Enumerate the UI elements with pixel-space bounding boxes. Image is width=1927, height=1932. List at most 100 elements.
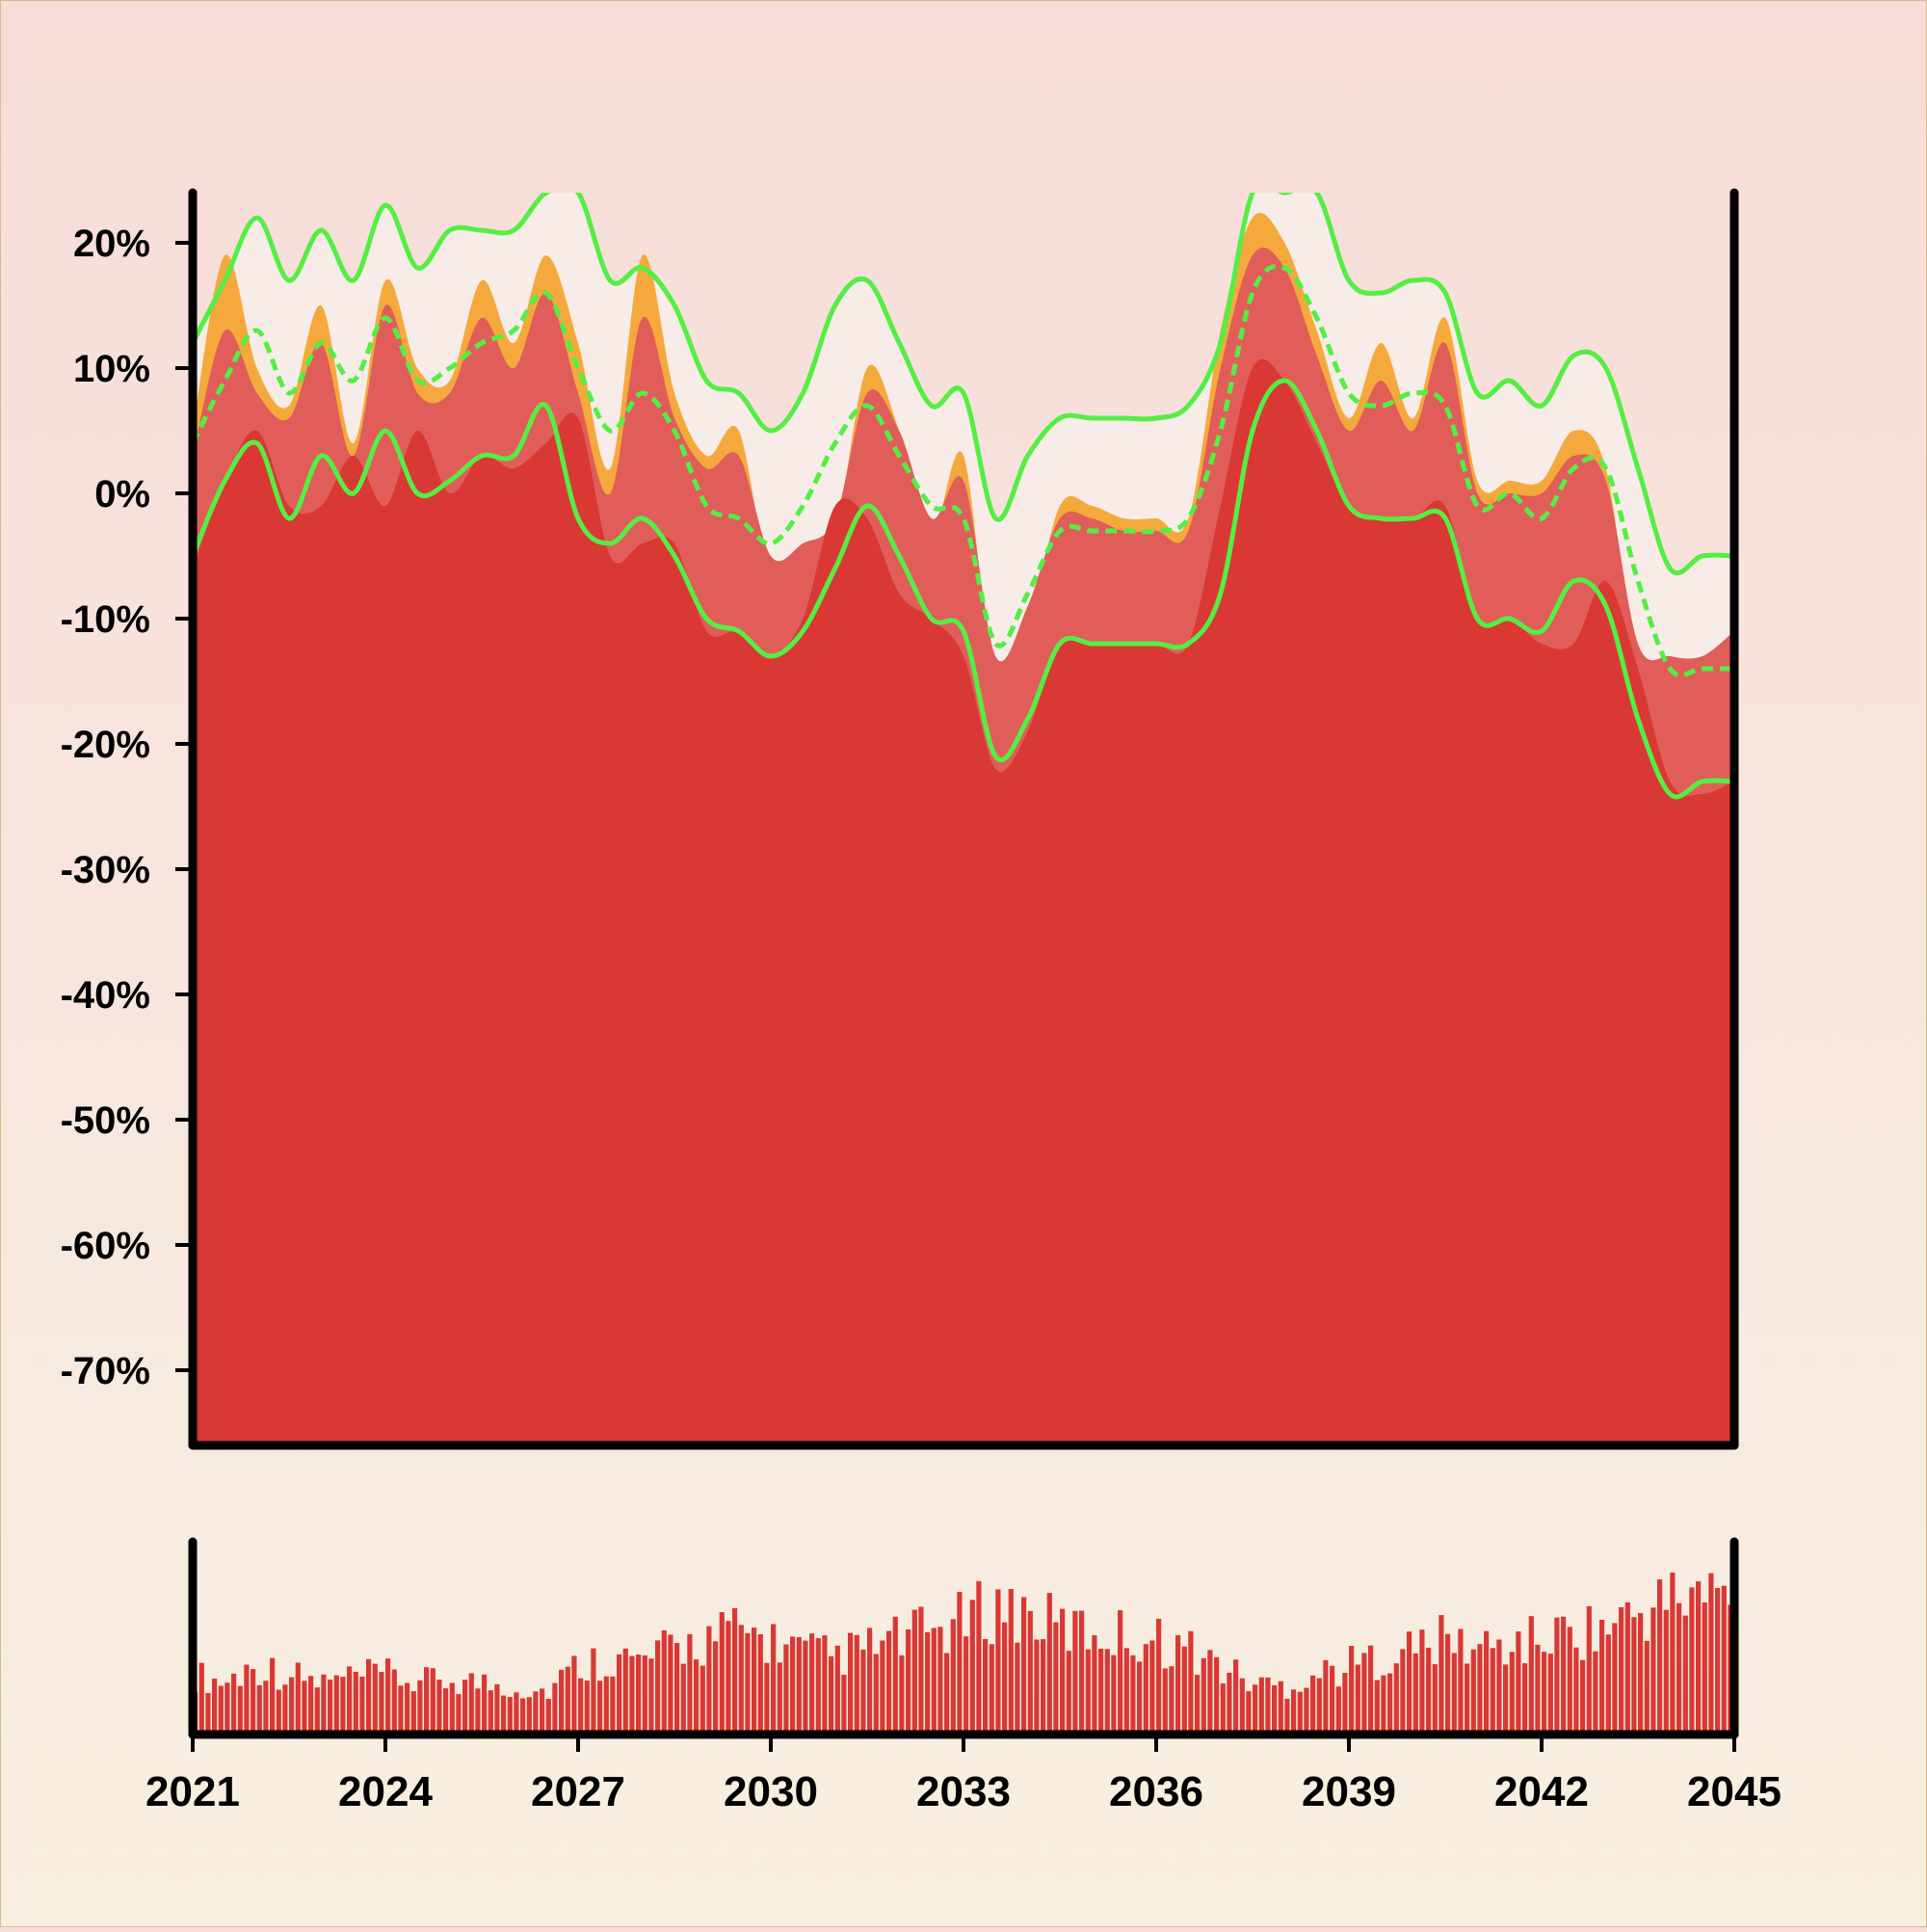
volume-bar: [1143, 1644, 1148, 1734]
volume-bar: [565, 1666, 570, 1734]
volume-bar: [333, 1675, 339, 1734]
volume-bar: [1207, 1650, 1213, 1734]
volume-bar: [1638, 1613, 1644, 1734]
volume-bar: [796, 1637, 802, 1734]
volume-bar: [674, 1643, 680, 1734]
volume-bar: [552, 1682, 558, 1734]
volume-bar: [475, 1688, 481, 1734]
volume-bar: [1188, 1630, 1194, 1734]
volume-bar: [732, 1607, 738, 1734]
x-tick-label: 2042: [1494, 1768, 1589, 1815]
volume-bar: [1233, 1659, 1239, 1734]
volume-bar: [719, 1612, 725, 1734]
volume-bar: [1682, 1615, 1688, 1734]
volume-bar: [1721, 1585, 1727, 1734]
volume-bar: [302, 1681, 307, 1734]
volume-bar: [1547, 1654, 1553, 1734]
volume-bar: [1516, 1631, 1521, 1734]
volume-bar: [854, 1634, 859, 1734]
volume-bar: [1542, 1652, 1547, 1734]
volume-bar: [1561, 1616, 1567, 1734]
volume-bar: [449, 1682, 455, 1734]
volume-bar: [809, 1633, 815, 1734]
volume-bar: [815, 1638, 821, 1734]
y-axis-ticks: 20% 10% 0% -10% -20% -30% -40% -50% -60% -70%: [61, 223, 193, 1392]
volume-bar: [1361, 1653, 1367, 1734]
volume-bar: [1631, 1617, 1637, 1734]
volume-bar: [668, 1634, 673, 1734]
volume-bar: [385, 1658, 391, 1734]
volume-bar: [237, 1685, 243, 1734]
volume-bar: [680, 1663, 686, 1734]
volume-bar: [1696, 1581, 1702, 1734]
volume-bar: [925, 1631, 931, 1734]
volume-bar: [1573, 1647, 1579, 1734]
volume-bar: [899, 1654, 905, 1734]
volume-bar: [694, 1659, 700, 1734]
volume-bar: [482, 1674, 488, 1734]
volume-bar: [1650, 1607, 1656, 1734]
volume-bar: [603, 1676, 609, 1734]
volume-bar: [957, 1592, 963, 1734]
volume-bar: [359, 1676, 365, 1734]
volume-bar: [1214, 1656, 1220, 1734]
volume-bar: [1008, 1589, 1014, 1734]
volume-bar: [379, 1672, 384, 1734]
volume-bar: [1239, 1678, 1245, 1734]
volume-bar: [244, 1664, 250, 1734]
volume-bar: [1304, 1687, 1309, 1734]
volume-bar: [1342, 1673, 1348, 1734]
volume-bar: [1381, 1675, 1386, 1734]
envelope-upper-line: [193, 193, 1734, 576]
volume-bar: [950, 1619, 956, 1734]
volume-bar: [1432, 1664, 1438, 1734]
volume-bar: [860, 1649, 866, 1734]
y-tick-label: 20%: [73, 223, 150, 265]
volume-bar: [1246, 1691, 1252, 1734]
volume-bar: [790, 1636, 796, 1734]
volume-bar: [1079, 1610, 1085, 1734]
volume-bar: [764, 1662, 770, 1734]
volume-bar: [1123, 1648, 1129, 1734]
volume-bar: [1072, 1610, 1078, 1734]
volume-bar: [1445, 1633, 1451, 1734]
volume-bar: [636, 1654, 642, 1734]
volume-bar: [1458, 1628, 1464, 1734]
volume-bar: [430, 1668, 436, 1734]
x-tick-label: 2039: [1302, 1768, 1396, 1815]
volume-bar: [1041, 1639, 1046, 1734]
volume-bar: [745, 1632, 751, 1734]
volume-bar: [328, 1680, 333, 1734]
volume-bar: [834, 1645, 840, 1734]
volume-bar: [231, 1673, 237, 1734]
volume-bar: [1528, 1616, 1534, 1734]
volume-bar: [212, 1679, 218, 1734]
volume-bar: [622, 1648, 628, 1734]
volume-bar: [198, 1662, 204, 1734]
envelope-lower-line: [193, 378, 1734, 800]
y-tick-label: 0%: [94, 473, 150, 516]
volume-bar: [1323, 1659, 1329, 1734]
volume-bar: [1670, 1573, 1676, 1734]
volume-bar: [1092, 1635, 1097, 1734]
volume-bar: [353, 1672, 358, 1734]
volume-bar: [1393, 1663, 1399, 1734]
volume-bar: [642, 1654, 647, 1734]
volume-bar: [1002, 1622, 1008, 1734]
volume-bar: [1387, 1673, 1393, 1734]
volume-bar: [1593, 1651, 1598, 1734]
volume-bar: [1253, 1684, 1258, 1734]
volume-bar: [224, 1682, 230, 1734]
volume-bar: [494, 1683, 500, 1734]
volume-bar: [964, 1636, 969, 1734]
y-tick-label: -30%: [61, 849, 150, 891]
volume-bar: [1265, 1677, 1271, 1734]
volume-bar: [777, 1662, 782, 1734]
volume-bar: [1316, 1678, 1322, 1734]
volume-bar: [1439, 1615, 1444, 1734]
volume-bar: [1702, 1602, 1707, 1734]
y-tick-label: -40%: [61, 974, 150, 1017]
x-tick-label: 2033: [916, 1768, 1011, 1815]
volume-bar: [892, 1616, 898, 1734]
volume-bar: [1085, 1649, 1091, 1734]
